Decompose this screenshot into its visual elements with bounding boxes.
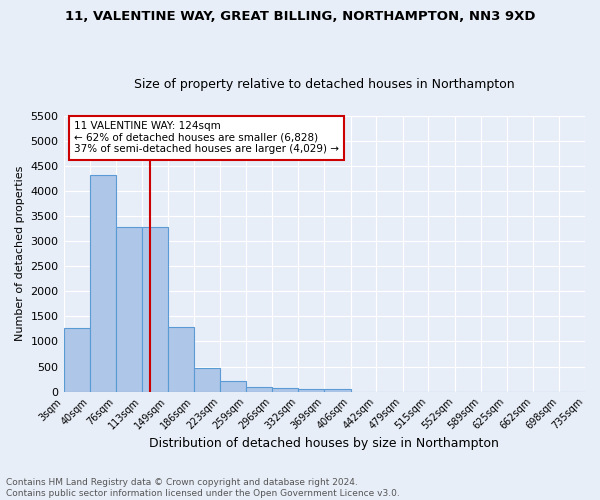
Bar [64, 328, 90, 392]
Bar [90, 175, 116, 392]
Bar [116, 226, 142, 392]
Bar [272, 388, 298, 392]
Bar [246, 387, 272, 392]
Bar [194, 368, 220, 392]
Text: Contains HM Land Registry data © Crown copyright and database right 2024.
Contai: Contains HM Land Registry data © Crown c… [6, 478, 400, 498]
Bar [142, 226, 167, 392]
Y-axis label: Number of detached properties: Number of detached properties [15, 166, 25, 342]
Bar [220, 381, 246, 392]
Title: Size of property relative to detached houses in Northampton: Size of property relative to detached ho… [134, 78, 515, 91]
Text: 11 VALENTINE WAY: 124sqm
← 62% of detached houses are smaller (6,828)
37% of sem: 11 VALENTINE WAY: 124sqm ← 62% of detach… [74, 122, 339, 154]
Bar [298, 389, 324, 392]
Bar [167, 327, 194, 392]
Text: 11, VALENTINE WAY, GREAT BILLING, NORTHAMPTON, NN3 9XD: 11, VALENTINE WAY, GREAT BILLING, NORTHA… [65, 10, 535, 23]
Bar [324, 388, 350, 392]
X-axis label: Distribution of detached houses by size in Northampton: Distribution of detached houses by size … [149, 437, 499, 450]
